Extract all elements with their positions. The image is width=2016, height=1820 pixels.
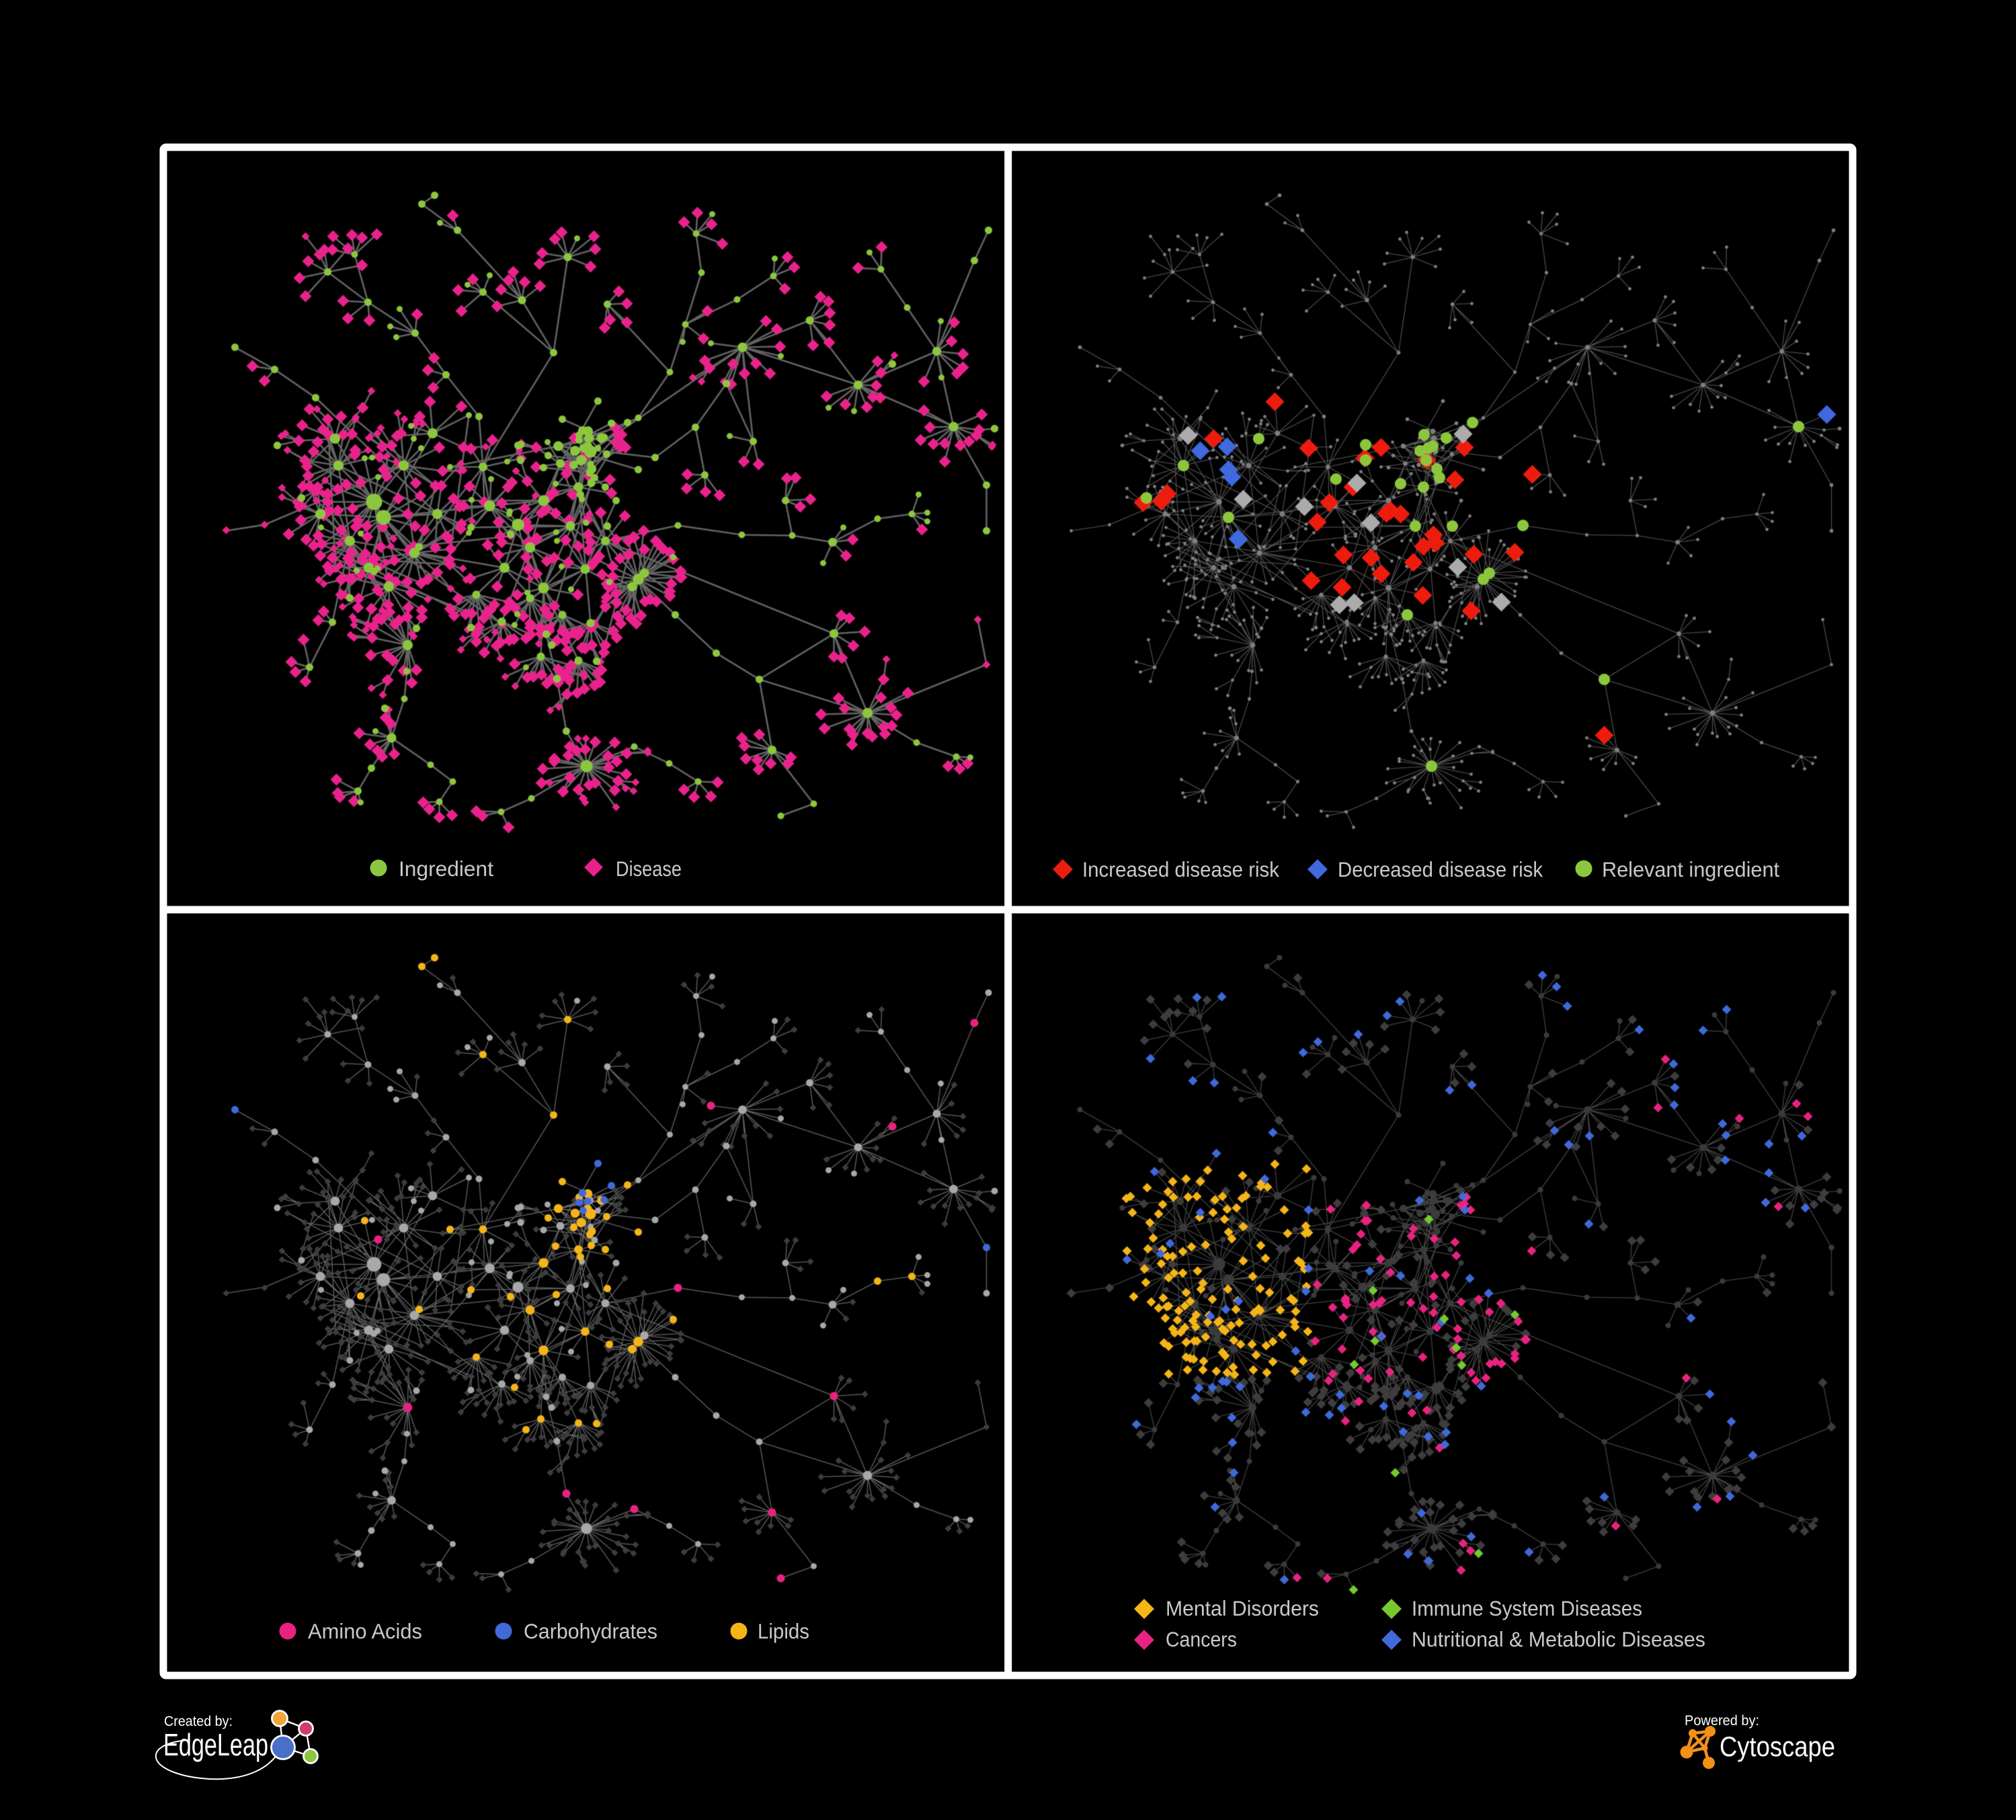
svg-text:Relevant ingredient: Relevant ingredient [1602, 857, 1779, 881]
svg-text:Mental Disorders: Mental Disorders [1166, 1596, 1319, 1620]
svg-text:EdgeLeap: EdgeLeap [163, 1727, 268, 1762]
svg-text:Cytoscape: Cytoscape [1720, 1731, 1835, 1762]
svg-text:Decreased disease risk: Decreased disease risk [1338, 857, 1543, 881]
svg-text:Carbohydrates: Carbohydrates [524, 1619, 657, 1643]
svg-text:Nutritional & Metabolic Diseas: Nutritional & Metabolic Diseases [1412, 1627, 1705, 1651]
svg-text:Cancers: Cancers [1166, 1627, 1237, 1651]
svg-text:Lipids: Lipids [758, 1619, 809, 1643]
svg-text:Created by:: Created by: [164, 1713, 233, 1729]
svg-text:Disease: Disease [616, 857, 682, 881]
svg-text:Immune System Diseases: Immune System Diseases [1412, 1596, 1642, 1620]
svg-text:Ingredient: Ingredient [399, 857, 493, 881]
svg-text:Increased disease risk: Increased disease risk [1082, 857, 1279, 881]
svg-text:Amino Acids: Amino Acids [308, 1619, 422, 1643]
svg-text:Powered by:: Powered by: [1685, 1712, 1759, 1729]
